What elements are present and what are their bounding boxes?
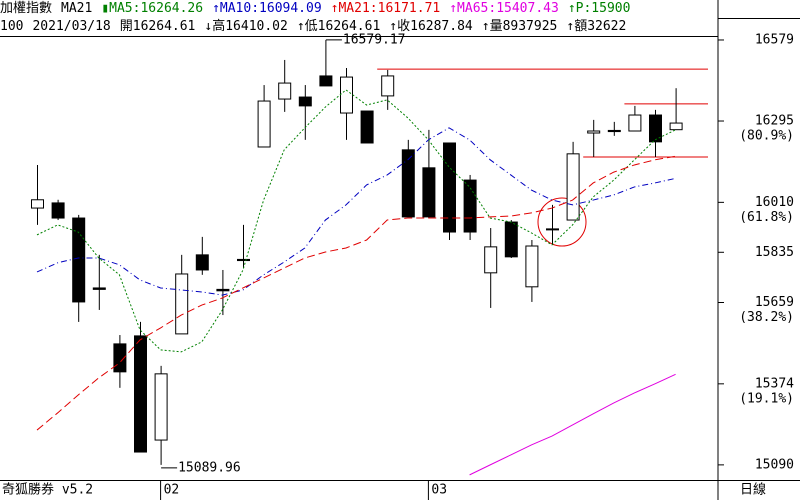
candle-body (92, 287, 106, 290)
highlight-circle (537, 197, 587, 247)
candle-body (216, 288, 230, 292)
plot-area (31, 39, 708, 476)
low-label: 15089.96 (178, 460, 241, 475)
candle-body (340, 76, 353, 114)
y-tick-label: 16010 (755, 195, 794, 210)
y-tick-label: 15374 (755, 376, 794, 391)
header-item: ↑MA21:16171.71 (330, 1, 441, 16)
candle-body (319, 75, 333, 87)
y-tick-label: 15090 (755, 457, 794, 472)
y-tick-label: 15835 (755, 245, 794, 260)
fib-label: (80.9%) (739, 129, 794, 144)
candle-body (237, 258, 250, 262)
header-line-2: 100 2021/03/18 開16264.61 ↓高16410.02 ↑低16264.… (0, 18, 716, 36)
candle-body (195, 254, 209, 271)
header-line-1: 加權指數 MA21 ▮MA5:16264.26 ↑MA10:16094.09 ↑MA21… (0, 0, 716, 18)
header-item: 100 (0, 19, 24, 34)
footer-left: 奇狐勝券 v5.2 (2, 482, 93, 498)
fib-label: (38.2%) (739, 310, 794, 325)
header-item: ↑收16287.84 (389, 19, 473, 34)
header-item: ↑P:15900 (567, 1, 631, 16)
header-item: 開16264.61 (119, 19, 196, 34)
y-tick-label: 16295 (755, 114, 794, 129)
header-item: ↑低16264.61 (296, 19, 381, 34)
header-item: ↑MA10:16094.09 (212, 1, 322, 16)
candle-body (443, 142, 456, 233)
candle-body (401, 149, 415, 218)
header-item: ↑額32622 (566, 19, 627, 34)
candle-body (72, 217, 86, 303)
candle-body (134, 335, 147, 453)
candle-body (504, 221, 518, 258)
candle-body (566, 153, 580, 221)
candle-body (628, 114, 642, 132)
candle-body (298, 96, 312, 107)
fib-label: (61.8%) (739, 210, 794, 225)
header-item: ▮MA5:16264.26 (101, 1, 204, 16)
y-tick-label: 16579 (755, 32, 794, 47)
candle-body (546, 228, 559, 231)
header-item: MA21 (61, 1, 93, 16)
x-tick-label: 03 (431, 483, 447, 498)
ma-line (36, 127, 676, 296)
candle-body (31, 199, 44, 209)
candle-body (278, 82, 292, 100)
candle-body (154, 373, 168, 441)
y-tick-label: 15659 (755, 295, 794, 310)
candle-body (422, 167, 436, 218)
ma-line (36, 155, 676, 431)
candle-body (463, 179, 477, 233)
fib-label: (19.1%) (739, 391, 794, 406)
candle-body (51, 202, 65, 219)
header-item: 加權指數 (0, 1, 53, 16)
header-item: ↑MA65:15407.43 (449, 1, 559, 16)
candle-body (381, 75, 395, 97)
header-item: 2021/03/18 (32, 19, 111, 34)
candle-body (525, 245, 539, 288)
high-label: 16579.17 (343, 32, 406, 47)
ma-line (36, 89, 676, 353)
footer-right: 日線 (740, 482, 766, 498)
candle-body (484, 246, 498, 274)
candle-body (175, 273, 189, 335)
candle-body (649, 114, 662, 143)
header-item: ↓高16410.02 (204, 19, 288, 34)
ma-line (469, 373, 676, 476)
x-tick-label: 02 (164, 483, 180, 498)
candle-body (587, 130, 601, 134)
candle-body (607, 129, 621, 133)
candle-body (257, 100, 271, 148)
header-item: ↑量8937925 (481, 19, 558, 34)
candle-body (669, 122, 683, 131)
candle-body (360, 110, 374, 144)
